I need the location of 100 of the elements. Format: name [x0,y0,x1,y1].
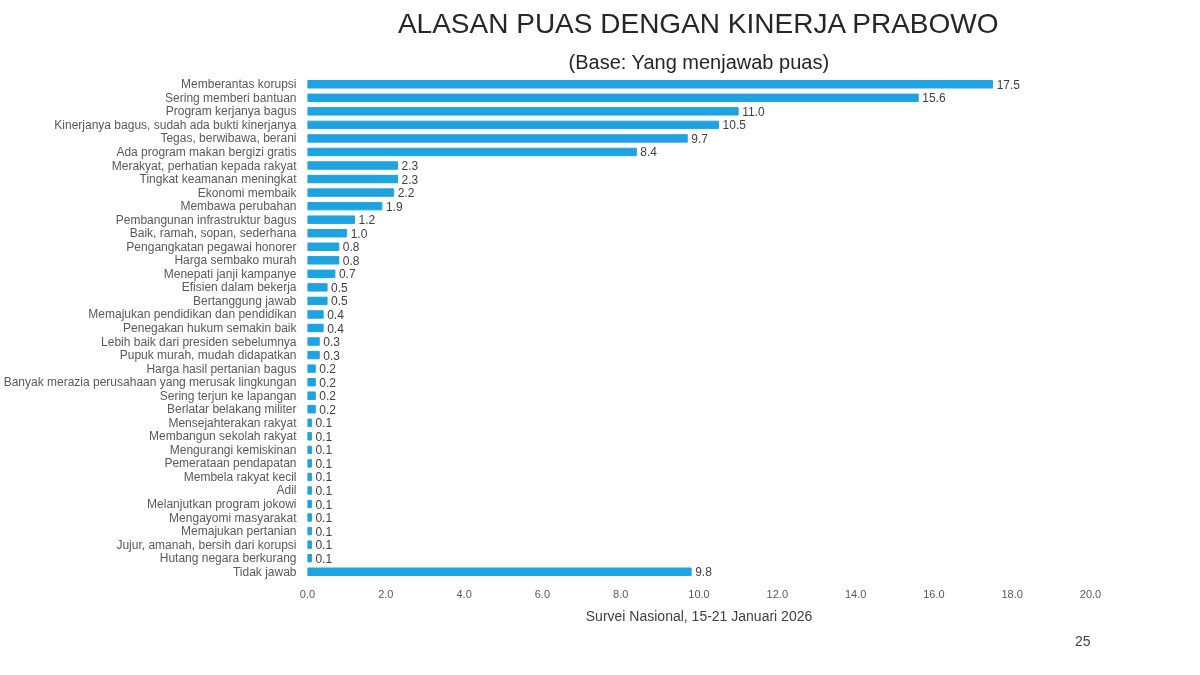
y-tick-label: Penegakan hukum semakin baik [123,321,298,335]
x-tick-label: 10.0 [688,587,710,600]
data-label: 0.5 [331,294,349,309]
data-label: 1.9 [385,199,403,214]
y-tick-label: Harga hasil pertanian bagus [146,361,297,376]
data-label: 8.4 [640,145,658,160]
bar [307,120,720,130]
data-label: 0.4 [327,321,345,336]
bar [307,337,320,346]
text: 25 [1074,632,1091,649]
x-tick-label: 4.0 [456,587,472,600]
bar [307,134,688,143]
x-tick-label: 14.0 [844,587,867,600]
data-label: 0.1 [315,538,333,553]
y-tick-label: Program kerjanya bagus [165,104,297,119]
x-tick-label: 8.0 [613,587,629,600]
y-tick-label: Memberantas korupsi [181,77,297,92]
data-label: 0.7 [338,267,356,282]
data-label: 0.1 [315,483,333,498]
bar [307,445,312,455]
x-tick-label: 0.0 [299,587,316,600]
y-tick-label: Adil [276,483,297,498]
bar [307,432,312,441]
data-label: 1.0 [350,226,368,241]
text: Survei Nasional, 15-21 Januari 2026 [585,607,813,624]
x-tick-label: 18.0 [1001,587,1023,600]
data-label: 0.2 [319,362,337,377]
x-tick-label: 12.0 [766,587,789,600]
data-label: 0.2 [319,402,337,417]
bar [307,201,383,211]
data-label: 2.2 [397,186,415,201]
data-label: 0.3 [323,335,341,350]
x-tick-label: 20.0 [1079,587,1102,600]
bar [307,93,919,103]
chart-subtitle: (Base: Yang menjawab puas) [568,50,830,73]
data-label: 0.1 [315,443,333,458]
y-tick-label: Pupuk murah, mudah didapatkan [119,348,297,363]
bar [307,391,316,400]
data-label: 0.2 [319,389,337,404]
chart-title: ALASAN PUAS DENGAN KINERJA PRABOWO [397,7,999,39]
data-label: 0.5 [331,280,349,295]
y-tick-label: Kinerjanya bagus, sudah ada bukti kinerjanya [54,117,297,132]
data-label: 0.1 [315,497,333,512]
bar [307,269,336,279]
y-tick-label: Memajukan pertanian [181,524,297,539]
y-tick-label: Hutang negara berkurang [159,551,297,566]
data-label: 0.1 [315,429,333,444]
bar [307,377,316,387]
data-label: 0.8 [342,240,360,255]
bar [307,161,399,170]
bar [307,242,340,251]
data-label: 0.4 [327,307,345,322]
y-tick-label: Membangun sekolah rakyat [149,429,298,444]
data-label: 15.6 [922,91,946,106]
bar [307,283,328,292]
y-tick-label: Sering terjun ke lapangan [159,388,297,403]
bar [307,459,312,468]
bar [307,107,739,116]
y-tick-label: Tingkat keamanan meningkat [139,172,298,187]
bar [307,256,340,265]
bar [307,296,328,306]
y-tick-label: Mensejahterakan rakyat [168,415,298,430]
y-tick-label: Tegas, berwibawa, berani [160,131,297,146]
data-label: 10.5 [722,118,747,133]
y-tick-label: Ekonomi membaik [197,185,298,200]
data-label: 2.3 [401,159,419,174]
bar [307,310,324,319]
y-tick-label: Jujur, amanah, bersih dari korupsi [116,537,297,552]
bar [307,188,395,197]
y-tick-label: Pengangkatan pegawai honorer [126,239,297,254]
bar [307,350,320,360]
y-tick-label: Mengurangi kemiskinan [169,442,297,457]
data-label: 17.5 [996,77,1021,92]
data-label: 9.8 [695,565,713,580]
y-tick-label: Sering memberi bantuan [165,90,297,105]
y-tick-label: Harga sembako murah [174,253,297,268]
data-label: 1.2 [358,213,376,228]
bar [307,567,692,576]
bar [307,553,312,563]
data-label: 0.1 [315,551,333,566]
data-label: 0.1 [315,456,333,471]
data-label: 0.3 [323,348,341,363]
y-tick-label: Tidak jawab [232,564,297,579]
data-label: 0.1 [315,524,333,539]
y-tick-label: Efisien dalam bekerja [181,280,297,295]
data-label: 9.7 [691,131,709,146]
data-label: 0.1 [315,511,333,526]
y-tick-label: Membawa perubahan [180,199,297,214]
bar [307,147,637,157]
data-label: 11.0 [742,104,765,119]
y-tick-label: Bertanggung jawab [193,293,297,308]
y-tick-label: Melanjutkan program jokowi [147,497,297,512]
data-label: 2.3 [401,172,419,187]
bar [307,486,312,495]
bar [307,418,312,428]
data-label: 0.1 [315,416,333,431]
bar [307,540,312,549]
bar [307,228,348,238]
bar [307,405,316,414]
data-label: 0.8 [342,253,360,268]
